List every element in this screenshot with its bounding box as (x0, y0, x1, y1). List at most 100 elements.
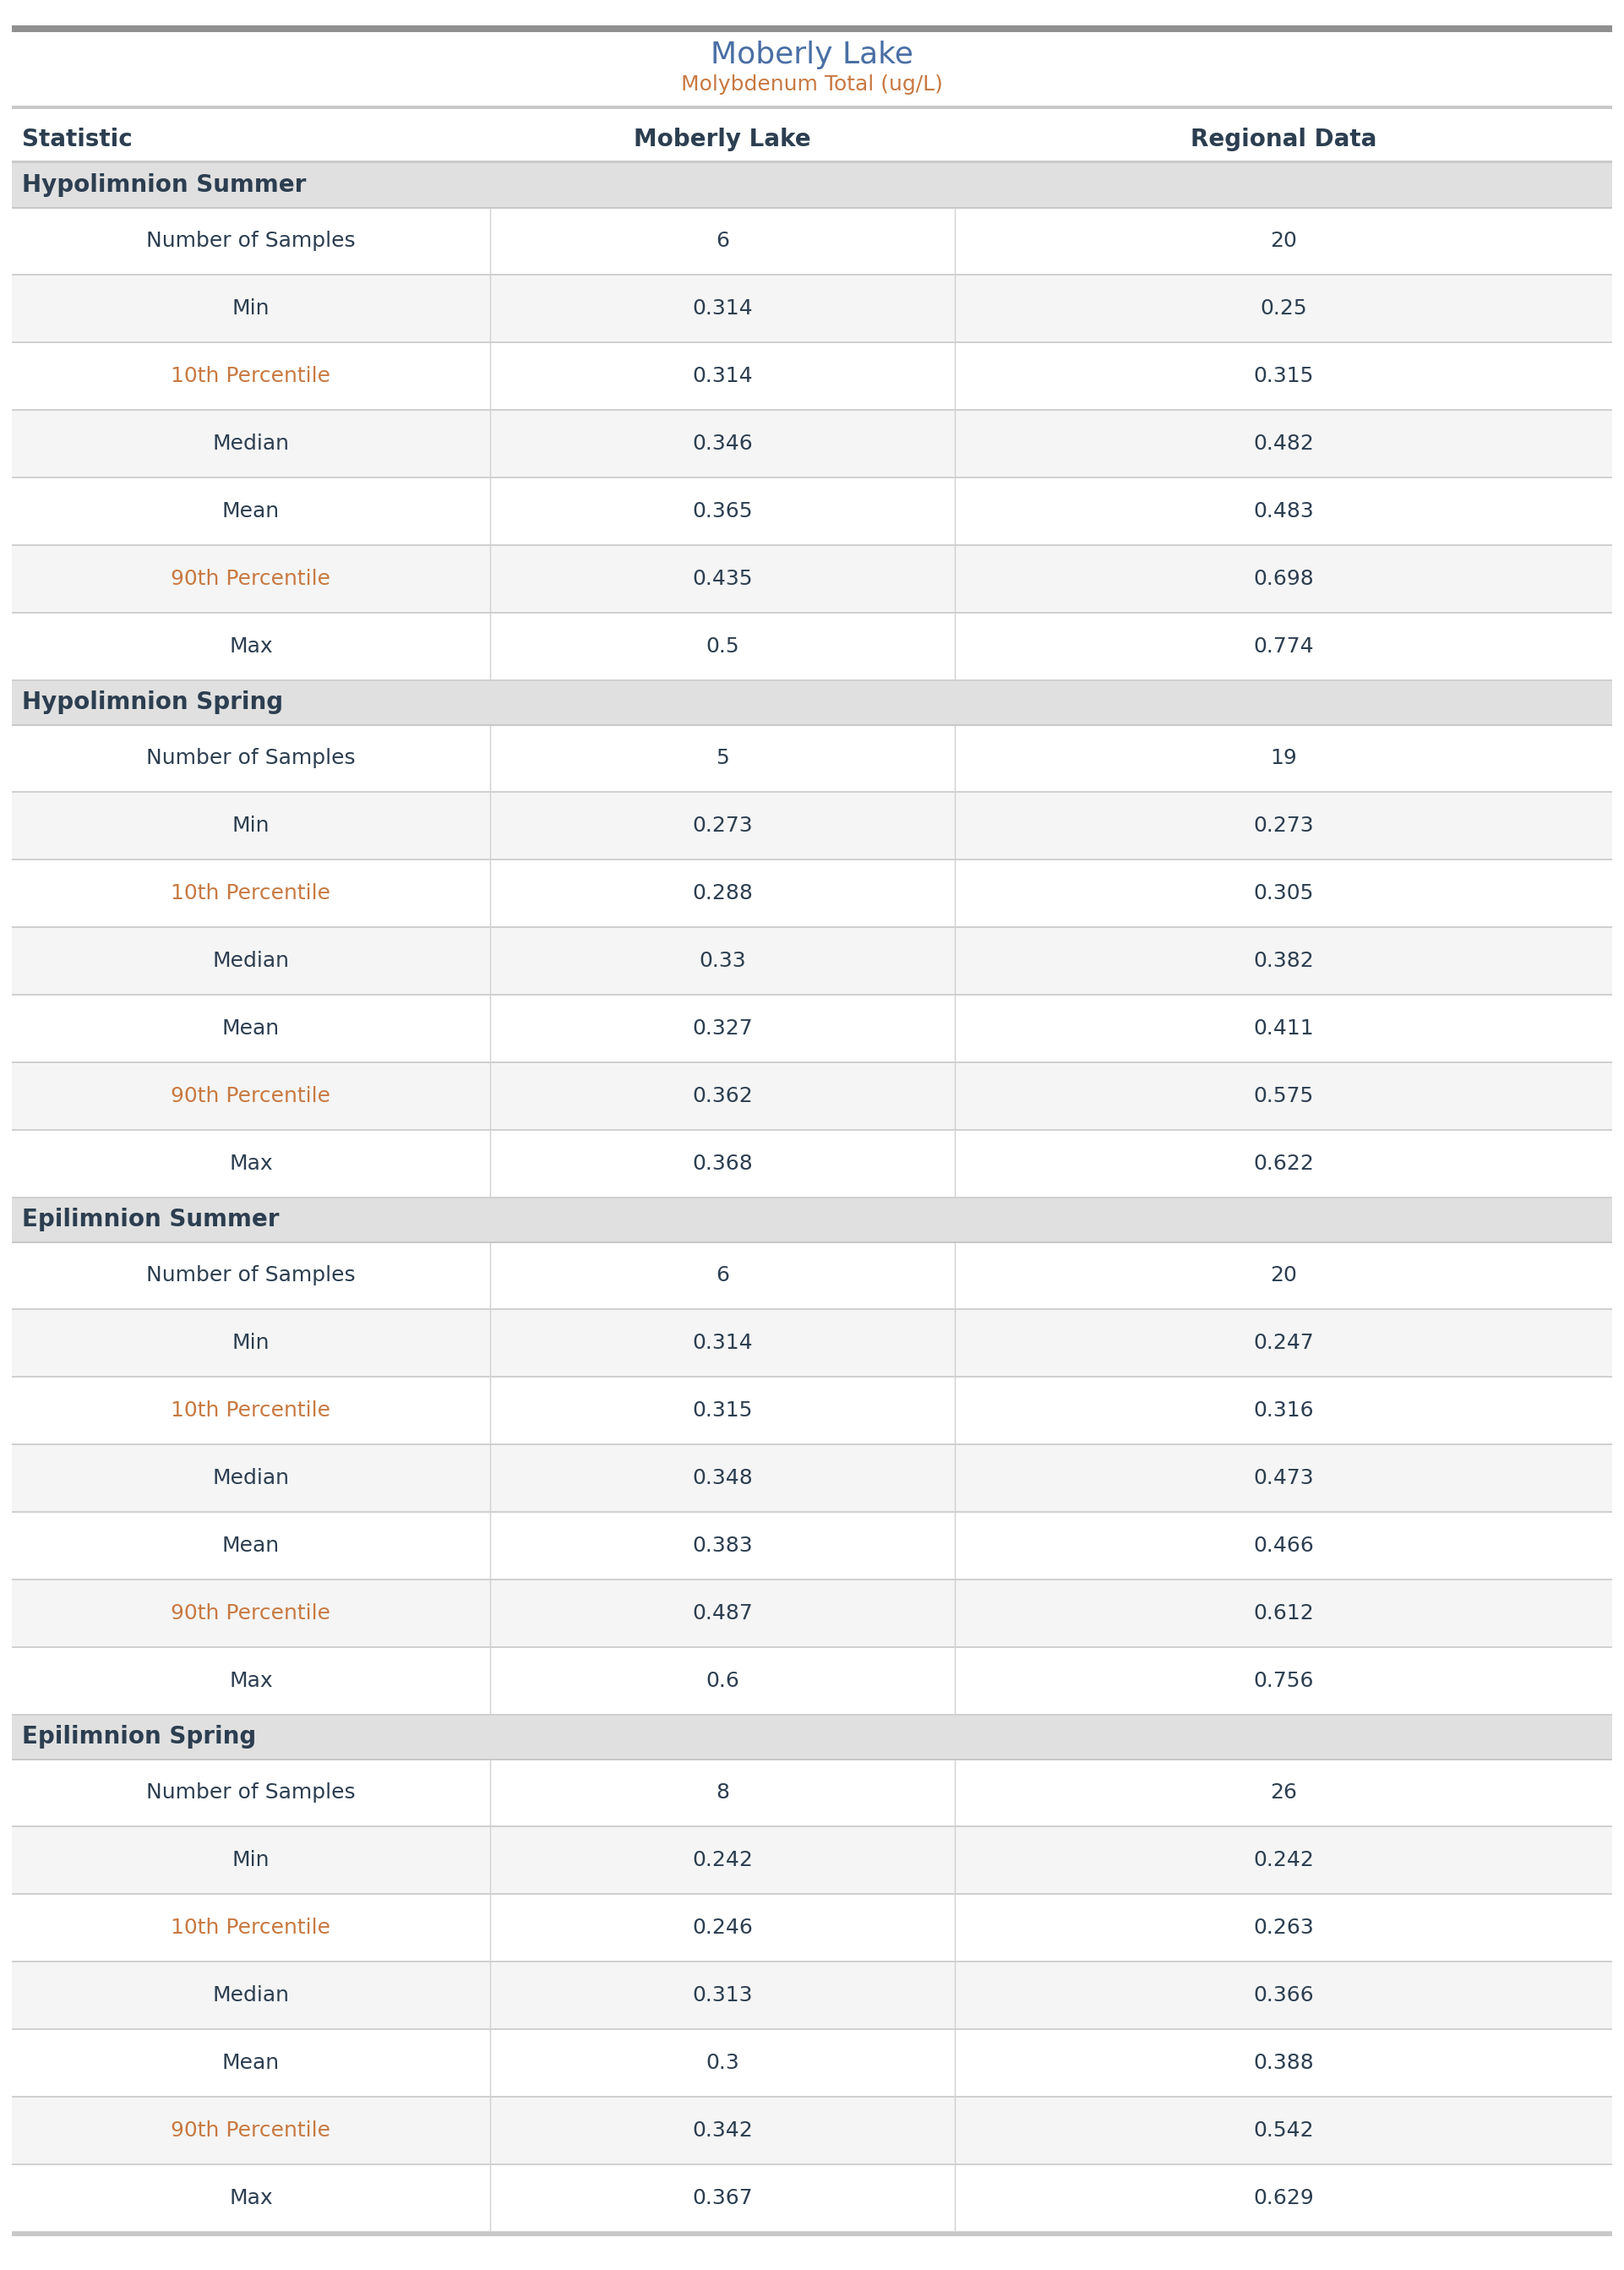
Text: Median: Median (213, 1986, 289, 2004)
Bar (11, 2097, 1613, 2163)
Text: 0.487: 0.487 (692, 1603, 754, 1623)
Bar (11, 994, 1613, 1062)
Bar (11, 2163, 1613, 2231)
Text: 0.466: 0.466 (1254, 1535, 1314, 1555)
Text: Max: Max (229, 2188, 273, 2209)
Text: 10th Percentile: 10th Percentile (171, 883, 331, 903)
Bar (11, 1714, 1613, 1759)
Text: 8: 8 (716, 1782, 729, 1802)
Text: Number of Samples: Number of Samples (146, 1782, 356, 1802)
Text: 0.315: 0.315 (692, 1401, 752, 1421)
Text: 20: 20 (1270, 1264, 1298, 1285)
Text: 0.382: 0.382 (1254, 951, 1314, 972)
Text: Moberly Lake: Moberly Lake (711, 41, 913, 70)
Text: 0.314: 0.314 (692, 1332, 752, 1353)
Text: 0.314: 0.314 (692, 297, 752, 318)
Bar (11, 477, 1613, 545)
Text: 0.242: 0.242 (692, 1850, 754, 1870)
Bar (11, 1961, 1613, 2029)
Text: 6: 6 (716, 232, 729, 252)
Text: 10th Percentile: 10th Percentile (171, 1401, 331, 1421)
Text: 0.629: 0.629 (1254, 2188, 1314, 2209)
Bar (11, 161, 1613, 163)
Text: 0.388: 0.388 (1254, 2052, 1314, 2073)
Text: 0.383: 0.383 (692, 1535, 752, 1555)
Bar (11, 1242, 1613, 1310)
Bar (11, 1512, 1613, 1580)
Text: 0.365: 0.365 (692, 502, 752, 522)
Text: 10th Percentile: 10th Percentile (171, 365, 331, 386)
Bar (11, 343, 1613, 411)
Bar (11, 860, 1613, 926)
Text: Mean: Mean (222, 502, 279, 522)
Text: 90th Percentile: 90th Percentile (171, 1085, 331, 1105)
Text: 0.316: 0.316 (1254, 1401, 1314, 1421)
Bar (11, 1310, 1613, 1376)
Text: 26: 26 (1270, 1782, 1298, 1802)
Text: Mean: Mean (222, 2052, 279, 2073)
Text: Hypolimnion Spring: Hypolimnion Spring (23, 690, 283, 715)
Text: Regional Data: Regional Data (1190, 127, 1377, 152)
Bar (11, 275, 1613, 343)
Text: 0.288: 0.288 (692, 883, 754, 903)
Text: 0.314: 0.314 (692, 365, 752, 386)
Text: Median: Median (213, 434, 289, 454)
Bar (11, 545, 1613, 613)
Bar (11, 1376, 1613, 1444)
Text: Max: Max (229, 1671, 273, 1691)
Bar (11, 926, 1613, 994)
Text: Epilimnion Summer: Epilimnion Summer (23, 1208, 279, 1230)
Text: Number of Samples: Number of Samples (146, 1264, 356, 1285)
Text: 0.473: 0.473 (1254, 1469, 1314, 1489)
Text: 10th Percentile: 10th Percentile (171, 1918, 331, 1939)
Text: 0.435: 0.435 (692, 570, 752, 588)
Text: 0.3: 0.3 (706, 2052, 739, 2073)
Text: 0.698: 0.698 (1254, 570, 1314, 588)
Text: Statistic: Statistic (23, 127, 133, 152)
Bar (11, 25, 1613, 32)
Text: Max: Max (229, 636, 273, 656)
Text: 0.346: 0.346 (692, 434, 754, 454)
Bar (11, 1062, 1613, 1130)
Bar (11, 1893, 1613, 1961)
Text: 0.342: 0.342 (692, 2120, 754, 2141)
Text: 0.315: 0.315 (1254, 365, 1314, 386)
Bar (11, 107, 1613, 109)
Text: 0.575: 0.575 (1254, 1085, 1314, 1105)
Text: Number of Samples: Number of Samples (146, 747, 356, 767)
Text: 90th Percentile: 90th Percentile (171, 1603, 331, 1623)
Text: 0.313: 0.313 (692, 1986, 752, 2004)
Text: Mean: Mean (222, 1019, 279, 1040)
Text: 0.242: 0.242 (1254, 1850, 1314, 1870)
Text: Molybdenum Total (ug/L): Molybdenum Total (ug/L) (680, 75, 944, 95)
Text: 0.774: 0.774 (1254, 636, 1314, 656)
Text: 0.756: 0.756 (1254, 1671, 1314, 1691)
Text: Moberly Lake: Moberly Lake (633, 127, 810, 152)
Text: Min: Min (232, 1332, 270, 1353)
Text: Median: Median (213, 951, 289, 972)
Text: 0.612: 0.612 (1254, 1603, 1314, 1623)
Text: 0.542: 0.542 (1254, 2120, 1314, 2141)
Bar (11, 1648, 1613, 1714)
Text: 0.367: 0.367 (692, 2188, 752, 2209)
Text: Number of Samples: Number of Samples (146, 232, 356, 252)
Bar (11, 2029, 1613, 2097)
Text: 0.246: 0.246 (692, 1918, 754, 1939)
Bar (11, 118, 1613, 161)
Text: 0.482: 0.482 (1254, 434, 1314, 454)
Bar (11, 724, 1613, 792)
Bar (11, 1444, 1613, 1512)
Text: Min: Min (232, 297, 270, 318)
Text: 6: 6 (716, 1264, 729, 1285)
Bar (11, 207, 1613, 275)
Text: 0.5: 0.5 (706, 636, 739, 656)
Text: 0.483: 0.483 (1254, 502, 1314, 522)
Text: 19: 19 (1270, 747, 1298, 767)
Text: Mean: Mean (222, 1535, 279, 1555)
Text: 0.366: 0.366 (1254, 1986, 1314, 2004)
Text: Min: Min (232, 1850, 270, 1870)
Bar (11, 1580, 1613, 1648)
Bar (11, 681, 1613, 724)
Text: Epilimnion Spring: Epilimnion Spring (23, 1725, 257, 1748)
Text: Min: Min (232, 815, 270, 835)
